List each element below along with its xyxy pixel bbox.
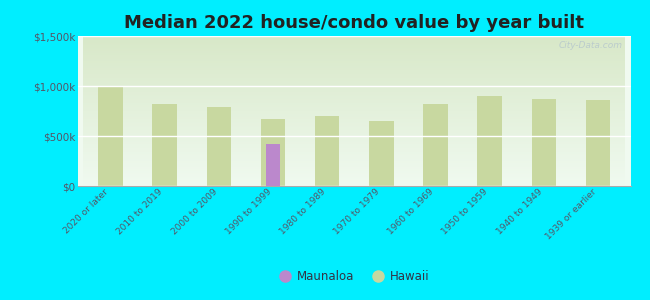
Bar	[207, 107, 231, 186]
Bar	[586, 100, 610, 186]
Bar	[532, 99, 556, 186]
Text: City-Data.com: City-Data.com	[558, 40, 622, 50]
Bar	[261, 119, 285, 186]
Bar	[369, 121, 393, 186]
Title: Median 2022 house/condo value by year built: Median 2022 house/condo value by year bu…	[124, 14, 584, 32]
Bar	[423, 104, 448, 186]
Bar	[478, 96, 502, 186]
Legend: Maunaloa, Hawaii: Maunaloa, Hawaii	[274, 266, 434, 288]
Bar	[266, 144, 280, 186]
Bar	[153, 104, 177, 186]
Bar	[315, 116, 339, 186]
Bar	[98, 86, 123, 186]
